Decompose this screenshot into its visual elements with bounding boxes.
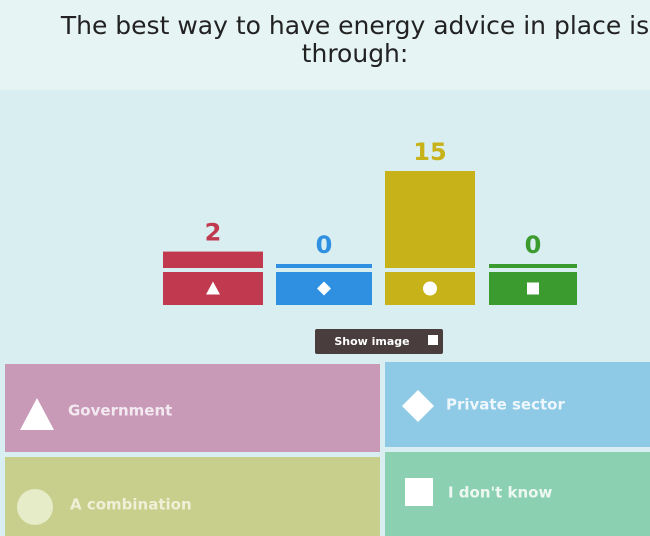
value-label: 0 [525,231,542,259]
answer-label: A combination [70,496,192,514]
circle-icon [423,282,437,296]
bar [489,264,577,268]
question-box: The best way to have energy advice in pl… [60,12,650,92]
square-icon [405,478,433,506]
answer-label: Government [68,402,172,420]
value-label: 2 [205,219,222,247]
square-icon [527,283,539,295]
bar [163,252,263,268]
value-label: 0 [316,231,333,259]
button-icon [428,335,438,345]
answer-tile[interactable] [5,364,380,452]
circle-icon [17,489,53,525]
screen: The best way to have energy advice in pl… [0,0,650,536]
kahoot-results: The best way to have energy advice in pl… [0,0,650,536]
answer-label: Private sector [446,396,565,414]
bar [276,264,372,268]
question: The best way to have energy advice in pl… [60,12,650,68]
value-label: 15 [413,138,446,166]
answer-tile[interactable] [5,457,380,536]
answer-label: I don't know [448,484,552,502]
bar [385,171,475,268]
button-label: Show image [334,335,409,348]
